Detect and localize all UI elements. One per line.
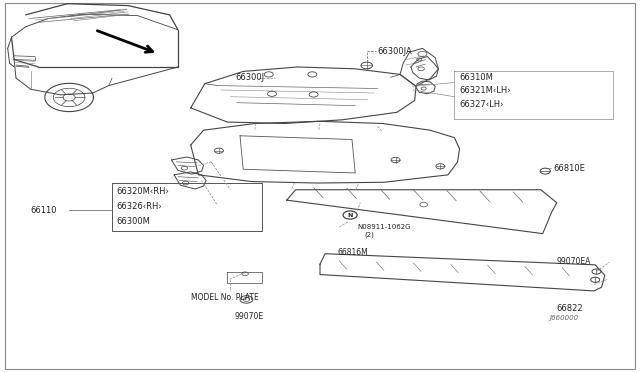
Text: 66110: 66110	[31, 206, 57, 215]
Text: 66816M: 66816M	[338, 248, 369, 257]
Text: (2): (2)	[365, 231, 374, 238]
Text: 99070EA: 99070EA	[557, 257, 591, 266]
Text: MODEL No. PLATE: MODEL No. PLATE	[191, 293, 259, 302]
Text: 66300M: 66300M	[116, 217, 150, 226]
Text: 99070E: 99070E	[234, 312, 264, 321]
Text: 66300J: 66300J	[236, 73, 265, 82]
Text: N: N	[348, 212, 353, 218]
Text: J660000: J660000	[549, 315, 579, 321]
Text: 66300JA: 66300JA	[378, 47, 412, 56]
Text: 66320M‹RH›: 66320M‹RH›	[116, 187, 170, 196]
Text: N08911-1062G: N08911-1062G	[357, 224, 411, 230]
Text: 66822: 66822	[557, 304, 584, 312]
Text: 66310M: 66310M	[460, 73, 493, 81]
Text: 66327‹LH›: 66327‹LH›	[460, 100, 504, 109]
Text: 66326‹RH›: 66326‹RH›	[116, 202, 162, 211]
Text: 66810E: 66810E	[554, 164, 586, 173]
Text: 66321M‹LH›: 66321M‹LH›	[460, 86, 511, 95]
